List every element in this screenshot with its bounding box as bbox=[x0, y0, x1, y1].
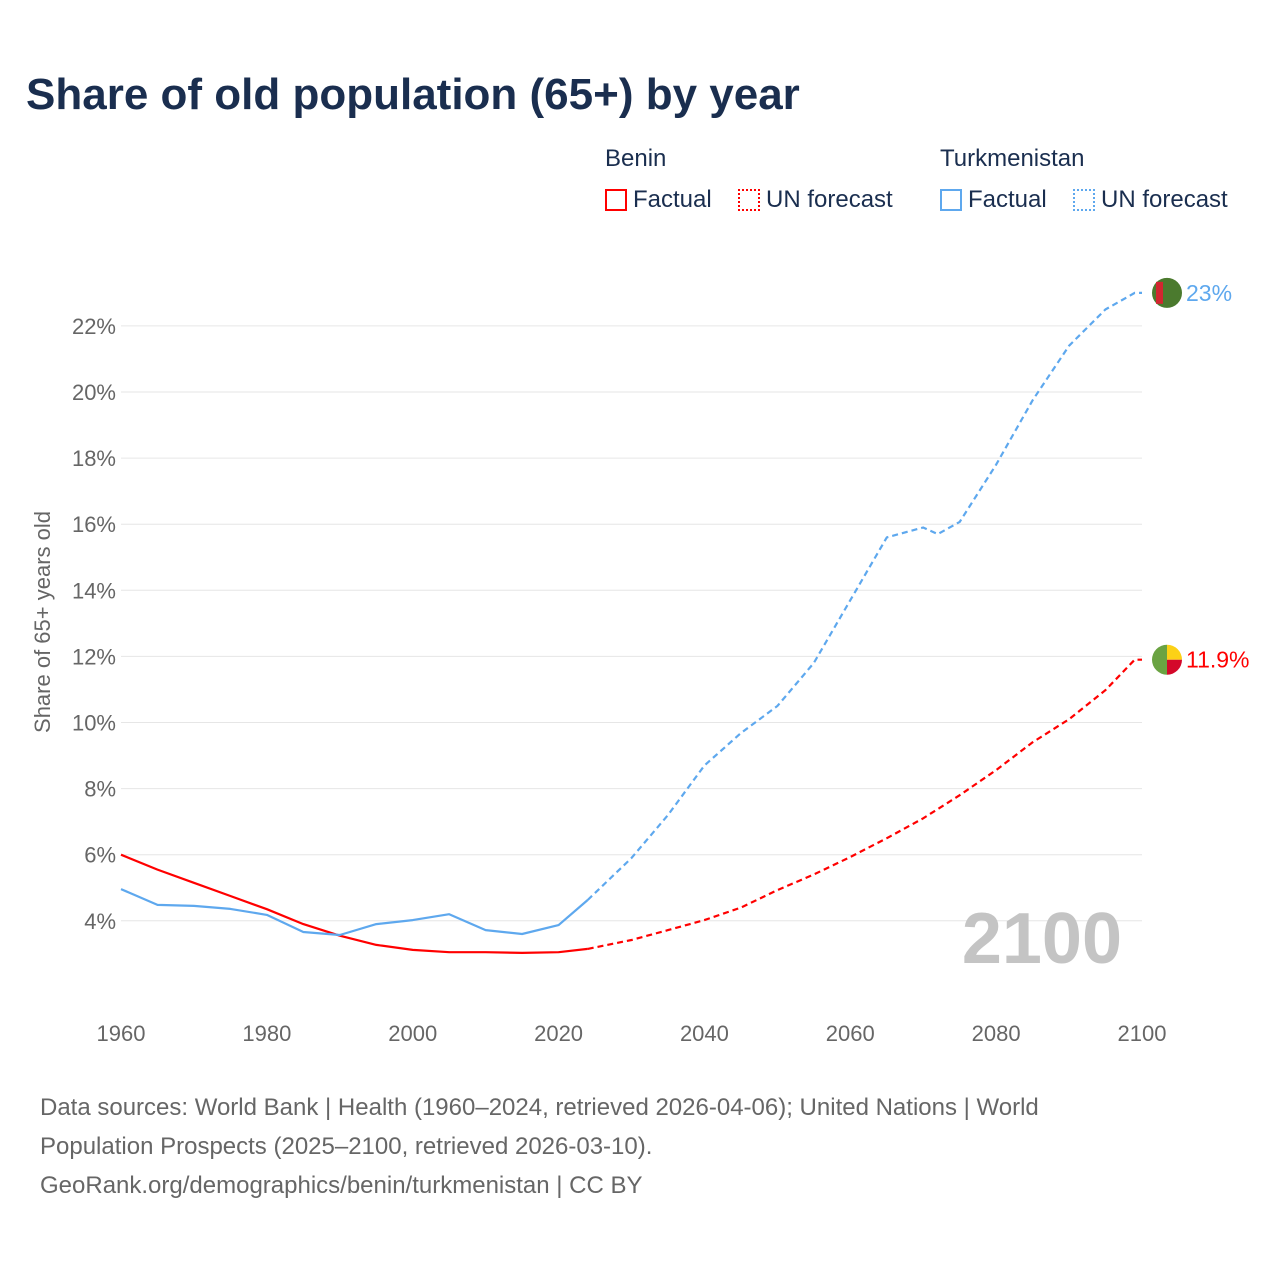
turkmenistan-forecast-line bbox=[586, 291, 1142, 901]
x-tick-label: 1960 bbox=[97, 1021, 146, 1046]
benin-forecast-line bbox=[587, 658, 1142, 950]
footer-sources-1: Data sources: World Bank | Health (1960–… bbox=[40, 1094, 1039, 1121]
turkmenistan-end-label: 23% bbox=[1186, 280, 1232, 306]
legend-benin-factual[interactable]: Factual bbox=[605, 186, 712, 214]
y-tick-label: 4% bbox=[84, 909, 116, 934]
footer-sources-2: Population Prospects (2025–2100, retriev… bbox=[40, 1133, 653, 1160]
y-axis-label: Share of 65+ years old bbox=[30, 511, 55, 733]
year-watermark: 2100 bbox=[962, 899, 1122, 979]
legend-label: Factual bbox=[968, 186, 1047, 213]
y-tick-label: 12% bbox=[72, 644, 116, 669]
plot-area: 4% 6% 8% 10% 12% 14% 16% 18% 20% 22% 1960 1980 2000 2… bbox=[30, 277, 1250, 1046]
legend-turkmenistan-forecast[interactable]: UN forecast bbox=[1073, 186, 1228, 214]
y-tick-label: 8% bbox=[84, 777, 116, 802]
legend-benin-forecast[interactable]: UN forecast bbox=[738, 186, 893, 214]
turkmenistan-flag-icon bbox=[1152, 277, 1182, 308]
legend-swatch bbox=[940, 189, 962, 211]
x-tick-label: 1980 bbox=[242, 1021, 291, 1046]
x-tick-label: 2060 bbox=[826, 1021, 875, 1046]
legend-turkmenistan-factual[interactable]: Factual bbox=[940, 186, 1047, 214]
footer: Data sources: World Bank | Health (1960–… bbox=[40, 1088, 1240, 1205]
x-tick-label: 2100 bbox=[1118, 1021, 1167, 1046]
legend-turkmenistan-title: Turkmenistan bbox=[940, 145, 1085, 172]
benin-end-label: 11.9% bbox=[1186, 647, 1250, 673]
y-tick-label: 14% bbox=[72, 578, 116, 603]
legend-swatch bbox=[605, 189, 627, 211]
legend-label: Factual bbox=[633, 186, 712, 213]
x-tick-label: 2000 bbox=[388, 1021, 437, 1046]
legend-swatch bbox=[1073, 189, 1095, 211]
chart-title: Share of old population (65+) by year bbox=[26, 70, 800, 119]
legend-benin-title: Benin bbox=[605, 145, 667, 172]
x-tick-label: 2040 bbox=[680, 1021, 729, 1046]
legend-label: UN forecast bbox=[766, 186, 893, 213]
y-tick-label: 10% bbox=[72, 711, 116, 736]
legend-label: UN forecast bbox=[1101, 186, 1228, 213]
y-tick-label: 18% bbox=[72, 446, 116, 471]
legend-swatch bbox=[738, 189, 760, 211]
y-tick-label: 6% bbox=[84, 843, 116, 868]
benin-factual-line bbox=[120, 853, 588, 955]
y-tick-label: 16% bbox=[72, 512, 116, 537]
y-tick-label: 20% bbox=[72, 380, 116, 405]
y-tick-label: 22% bbox=[72, 314, 116, 339]
turkmenistan-factual-line bbox=[120, 888, 589, 937]
x-tick-label: 2020 bbox=[534, 1021, 583, 1046]
benin-flag-icon bbox=[1152, 644, 1182, 675]
x-tick-label: 2080 bbox=[972, 1021, 1021, 1046]
footer-link[interactable]: GeoRank.org/demographics/benin/turkmenis… bbox=[40, 1172, 643, 1199]
